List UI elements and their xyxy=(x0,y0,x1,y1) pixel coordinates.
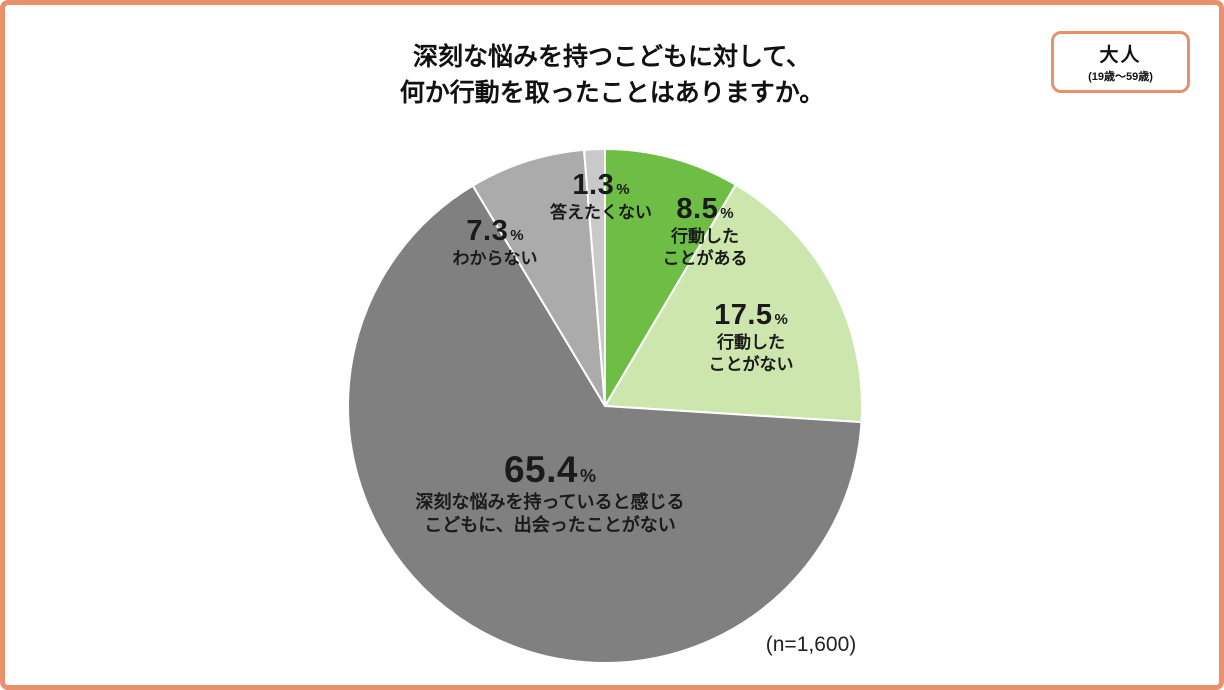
slice-label-text: ことがある xyxy=(662,249,748,269)
chart-title-line2: 何か行動を取ったことはありますか。 xyxy=(399,79,825,108)
pie-chart-area: 1.3% 答えたくない 8.5% 行動した ことがある 17.5% 行動した こ… xyxy=(5,5,1219,685)
slice-label-dont-know: 7.3% わからない xyxy=(453,215,538,270)
slice-label-text: 深刻な悩みを持っていると感じる xyxy=(415,492,685,512)
chart-title: 深刻な悩みを持つこどもに対して、 何か行動を取ったことはありますか。 xyxy=(5,39,1219,112)
slice-percent: 17.5% xyxy=(709,299,794,332)
percent-value: 1.3 xyxy=(572,169,615,201)
chart-title-line1: 深刻な悩みを持つこどもに対して、 xyxy=(412,43,811,71)
slice-label-text: 答えたくない xyxy=(550,203,652,222)
pie-slice-2 xyxy=(346,184,863,664)
slice-label-not-acted: 17.5% 行動した ことがない xyxy=(709,299,794,377)
slice-label-text: 行動した xyxy=(717,333,785,352)
slice-percent: 7.3% xyxy=(453,215,538,248)
slice-label-text: わからない xyxy=(452,249,538,268)
slice-percent: 8.5% xyxy=(663,193,748,226)
sample-size-label: (n=1,600) xyxy=(765,633,857,656)
percent-unit: % xyxy=(510,227,524,244)
percent-unit: % xyxy=(774,311,788,328)
slice-label-no-answer: 1.3% 答えたくない xyxy=(550,169,652,224)
slice-label-text: こどもに、出会ったことがない xyxy=(424,515,676,536)
percent-unit: % xyxy=(720,205,734,222)
percent-unit: % xyxy=(579,466,597,486)
pie-slice-3 xyxy=(471,148,606,407)
slice-label-text: ことがない xyxy=(708,355,794,375)
percent-unit: % xyxy=(616,181,630,198)
slice-label-never-met: 65.4% 深刻な悩みを持っていると感じる こどもに、出会ったことがない xyxy=(415,449,684,538)
pie-slice-1 xyxy=(604,183,863,424)
audience-badge-sublabel: (19歳〜59歳) xyxy=(1088,71,1153,83)
slice-percent: 1.3% xyxy=(550,169,652,202)
pie-slice-0 xyxy=(604,148,737,407)
pie-chart-svg xyxy=(346,148,863,664)
pie-slice-4 xyxy=(583,148,606,407)
slice-label-text: 行動した xyxy=(671,227,739,246)
percent-value: 8.5 xyxy=(676,193,719,225)
audience-badge-label: 大人 xyxy=(1099,45,1142,66)
percent-value: 65.4 xyxy=(503,449,578,490)
percent-value: 7.3 xyxy=(466,215,509,247)
audience-badge: 大人 (19歳〜59歳) xyxy=(1051,31,1190,93)
slice-percent: 65.4% xyxy=(415,449,684,491)
percent-value: 17.5 xyxy=(714,299,773,331)
slice-label-acted: 8.5% 行動した ことがある xyxy=(663,193,748,271)
